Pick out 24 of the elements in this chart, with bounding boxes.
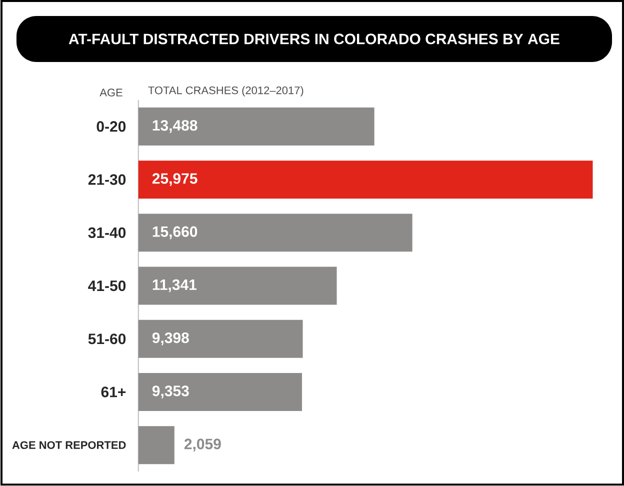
x-axis-title: TOTAL CRASHES (2012–2017) (148, 86, 304, 97)
data-label: 9,398 (152, 332, 189, 346)
y-tick-label: 21-30 (88, 174, 126, 186)
y-tick-label: 51-60 (88, 334, 126, 344)
bar (138, 426, 174, 464)
y-tick-label: 31-40 (88, 228, 126, 238)
bar (138, 373, 302, 412)
y-axis-title: AGE (100, 88, 122, 97)
bar (138, 320, 303, 358)
data-label: 13,488 (152, 120, 198, 134)
bar (138, 160, 593, 199)
y-tick-label: 61+ (101, 386, 126, 398)
y-tick-label: AGE NOT REPORTED (12, 441, 126, 450)
data-label: 15,660 (152, 226, 198, 240)
bar (138, 266, 337, 305)
y-tick-label: 41-50 (88, 280, 126, 292)
bar (138, 214, 412, 252)
data-label: 25,975 (152, 173, 198, 186)
y-tick-label: 0-20 (96, 121, 126, 132)
data-label: 2,059 (184, 438, 221, 452)
data-label: 11,341 (152, 280, 196, 292)
chart-title: AT-FAULT DISTRACTED DRIVERS IN COLORADO CRASHES BY AGE (68, 34, 560, 44)
bar (138, 108, 374, 146)
data-label: 9,353 (152, 386, 189, 399)
